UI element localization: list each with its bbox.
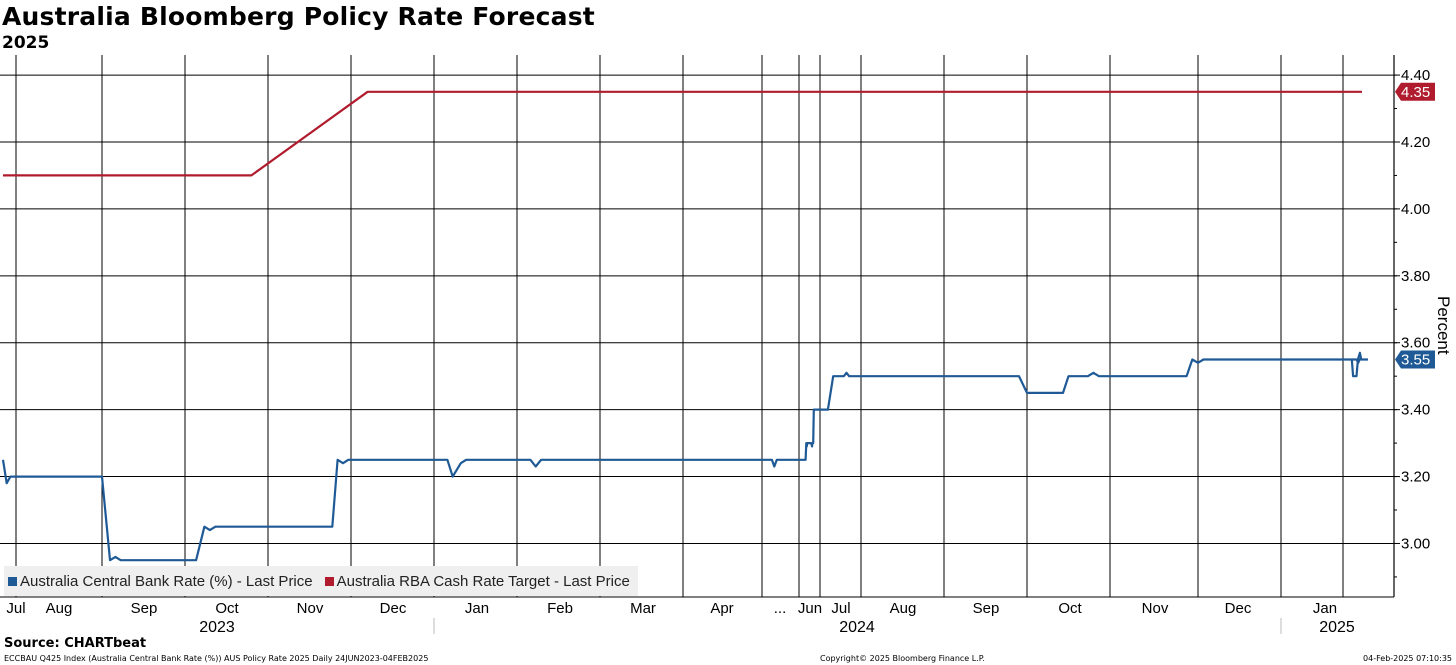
- chart-subtitle: 2025: [2, 33, 50, 53]
- x-tick-label: Feb: [547, 600, 573, 617]
- last-value-label: 4.35: [1401, 84, 1430, 101]
- y-tick-labels: 4.40 4.20 4.00 3.80 3.60 3.40 3.20 3.00: [1401, 67, 1430, 552]
- x-tick-label: Oct: [215, 600, 239, 617]
- legend: Australia Central Bank Rate (%) - Last P…: [4, 566, 638, 596]
- footer-index-info: ECCBAU Q425 Index (Australia Central Ban…: [4, 654, 429, 663]
- last-value-labels: 3.55 4.35: [1395, 82, 1435, 369]
- footer-timestamp: 04-Feb-2025 07:10:35: [1363, 654, 1452, 663]
- y-tick-label: 4.20: [1401, 134, 1430, 151]
- x-tick-label: Nov: [297, 600, 324, 617]
- x-tick-label: Sep: [973, 600, 1000, 617]
- y-tick-label: 3.40: [1401, 402, 1430, 419]
- x-year-label: 2024: [839, 619, 875, 636]
- series-lines: [1, 90, 1368, 562]
- y-tick-label: 4.00: [1401, 201, 1430, 218]
- x-tick-label: Apr: [710, 600, 733, 617]
- series-line-cash-rate-target: [3, 90, 1362, 177]
- x-year-label: 2025: [1319, 619, 1355, 636]
- x-tick-label: Aug: [890, 600, 917, 617]
- y-tick-label: 3.60: [1401, 335, 1430, 352]
- chart-title: Australia Bloomberg Policy Rate Forecast: [2, 2, 595, 31]
- x-tick-label: Oct: [1058, 600, 1082, 617]
- x-tick-label: Jan: [1313, 600, 1337, 617]
- y-tick-label: 3.00: [1401, 535, 1430, 552]
- last-value-label: 3.55: [1401, 351, 1430, 368]
- y-tick-label: 3.20: [1401, 469, 1430, 486]
- axes: [0, 55, 1400, 598]
- legend-swatch-blue: [8, 576, 17, 586]
- last-value-tag: [1395, 350, 1435, 369]
- x-tick-label: Nov: [1142, 600, 1169, 617]
- y-tick-label: 3.80: [1401, 268, 1430, 285]
- legend-item-cash-rate-target: Australia RBA Cash Rate Target - Last Pr…: [324, 572, 630, 590]
- legend-label: Australia RBA Cash Rate Target - Last Pr…: [336, 572, 630, 590]
- footer-copyright: Copyright© 2025 Bloomberg Finance L.P.: [820, 654, 985, 663]
- y-axis-label: Percent: [1434, 296, 1453, 355]
- legend-swatch-red: [324, 576, 334, 586]
- x-tick-label: Sep: [131, 600, 158, 617]
- x-tick-label: Mar: [630, 600, 656, 617]
- legend-item-central-bank-rate: Australia Central Bank Rate (%) - Last P…: [8, 573, 313, 590]
- series-line-central-bank-rate: [1, 351, 1368, 562]
- x-tick-label: Aug: [46, 600, 73, 617]
- x-tick-label: Jul: [831, 600, 850, 617]
- last-value-tag: [1395, 82, 1435, 101]
- x-year-label: 2023: [199, 619, 235, 636]
- y-tick-label: 4.40: [1401, 67, 1430, 84]
- x-tick-label: Jul: [6, 600, 25, 617]
- source-note: Source: CHARTbeat: [4, 636, 147, 651]
- x-tick-labels: Jul Aug Sep Oct Nov Dec Jan Feb Mar Apr... Jun Jul A…: [6, 600, 1354, 636]
- x-tick-label: Dec: [380, 600, 407, 617]
- x-tick-label: Jan: [465, 600, 489, 617]
- x-tick-label: Dec: [1225, 600, 1252, 617]
- x-tick-label: ...: [774, 600, 787, 617]
- vertical-gridlines: [15, 55, 1344, 597]
- legend-label: Australia Central Bank Rate (%) - Last P…: [20, 572, 313, 590]
- x-tick-label: Jun: [798, 600, 822, 617]
- horizontal-gridlines: [0, 74, 1394, 544]
